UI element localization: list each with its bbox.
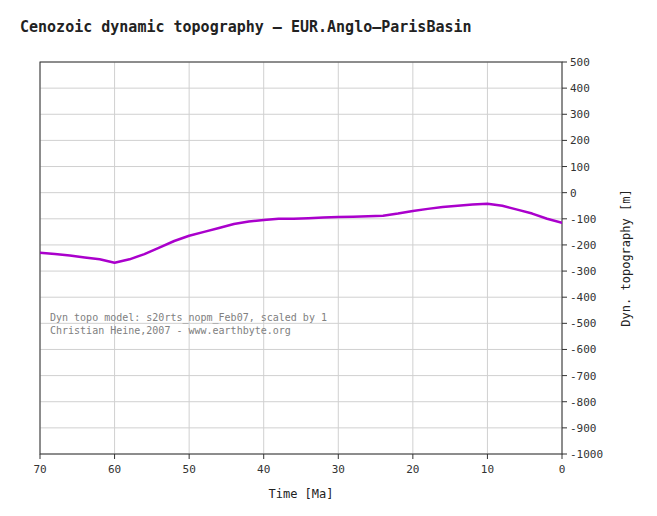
y-grid-line — [40, 166, 562, 167]
x-tick-label: 40 — [257, 463, 270, 476]
series-group — [40, 204, 562, 263]
y-grid-line — [40, 375, 562, 376]
y-grid-line — [40, 297, 562, 298]
y-grid-line — [40, 401, 562, 402]
y-tick — [562, 375, 567, 376]
x-tick — [263, 454, 264, 459]
y-tick — [562, 297, 567, 298]
x-tick-label: 10 — [481, 463, 494, 476]
y-tick — [562, 349, 567, 350]
title: Cenozoic dynamic topography – EUR.Anglo–… — [20, 18, 472, 36]
y-tick — [562, 323, 567, 324]
y-tick-label: -1000 — [570, 448, 603, 461]
x-tick — [562, 454, 563, 459]
y-tick-label: 500 — [570, 56, 590, 69]
x-grid-line — [412, 62, 413, 454]
y-tick — [562, 454, 567, 455]
y-tick-label: -300 — [570, 265, 597, 278]
y-grid-line — [40, 88, 562, 89]
y-grid-line — [40, 192, 562, 193]
x-grid-line — [189, 62, 190, 454]
annotation: Dyn topo model: s20rts_nopm_Feb07, scale… — [50, 312, 327, 324]
y-tick — [562, 114, 567, 115]
y-grid-line — [40, 271, 562, 272]
y-grid-line — [40, 114, 562, 115]
x-tick-label: 0 — [559, 463, 566, 476]
x-axis-label: Time [Ma] — [268, 487, 333, 501]
y-grid-line — [40, 349, 562, 350]
y-tick — [562, 88, 567, 89]
x-tick-label: 20 — [406, 463, 419, 476]
y-tick — [562, 401, 567, 402]
y-tick — [562, 62, 567, 63]
y-grid-line — [40, 323, 562, 324]
annotation: Christian Heine,2007 - www.earthbyte.org — [50, 325, 291, 336]
line — [40, 204, 562, 263]
x-tick — [40, 454, 41, 459]
x-tick-label: 50 — [183, 463, 196, 476]
y-tick-label: -600 — [570, 343, 597, 356]
grid — [40, 62, 562, 454]
y-tick-label: 200 — [570, 134, 590, 147]
y-tick-label: -500 — [570, 317, 597, 330]
y-tick-label: -700 — [570, 370, 597, 383]
y-tick — [562, 218, 567, 219]
y-tick-label: 100 — [570, 161, 590, 174]
x-tick-label: 60 — [108, 463, 121, 476]
y-tick-label: -900 — [570, 422, 597, 435]
x-tick — [189, 454, 190, 459]
y-tick-label: 300 — [570, 108, 590, 121]
x-grid-line — [487, 62, 488, 454]
x-grid-line — [338, 62, 339, 454]
y-grid-line — [40, 427, 562, 428]
y-tick-label: -100 — [570, 213, 597, 226]
chart-container: -1000-900-800-700-600-500-400-300-200-10… — [0, 0, 657, 516]
y-axis-label: Dyn. topography [m] — [619, 189, 633, 326]
plot-background — [40, 62, 562, 454]
y-tick — [562, 192, 567, 193]
y-tick-label: -400 — [570, 291, 597, 304]
x-grid-line — [114, 62, 115, 454]
y-tick-label: 400 — [570, 82, 590, 95]
x-tick-label: 70 — [33, 463, 46, 476]
x-tick — [114, 454, 115, 459]
x-tick-label: 30 — [332, 463, 345, 476]
x-tick — [338, 454, 339, 459]
x-tick — [412, 454, 413, 459]
y-tick — [562, 166, 567, 167]
y-tick — [562, 140, 567, 141]
y-grid-line — [40, 140, 562, 141]
y-tick-label: -800 — [570, 396, 597, 409]
x-tick — [487, 454, 488, 459]
y-tick — [562, 271, 567, 272]
y-tick-label: -200 — [570, 239, 597, 252]
y-tick — [562, 427, 567, 428]
y-grid-line — [40, 244, 562, 245]
chart: -1000-900-800-700-600-500-400-300-200-10… — [0, 0, 657, 516]
plot-frame — [40, 62, 562, 454]
y-tick-label: 0 — [570, 187, 577, 200]
y-tick — [562, 244, 567, 245]
x-grid-line — [263, 62, 264, 454]
